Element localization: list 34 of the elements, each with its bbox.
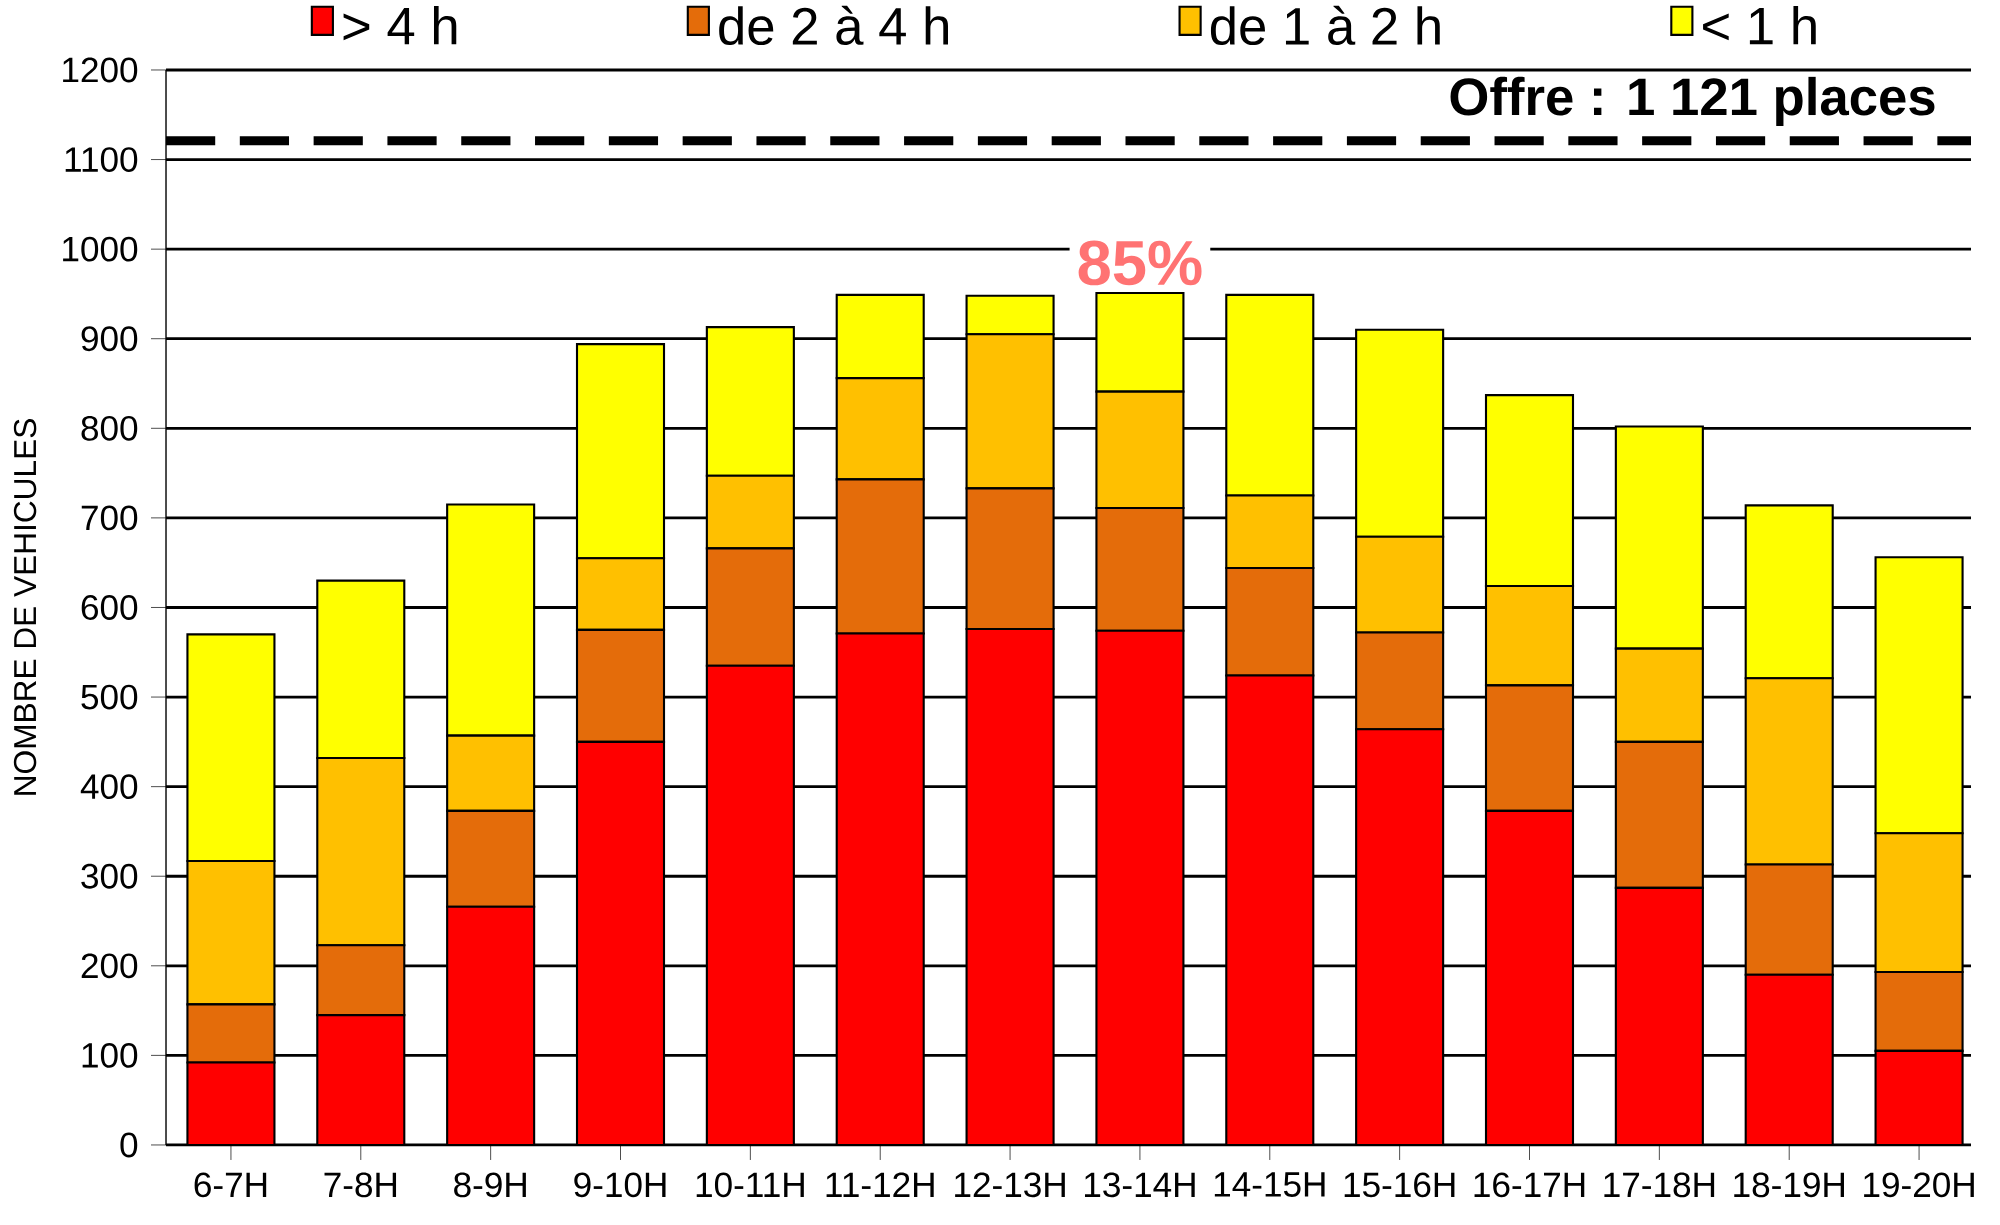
- legend-label: > 4 h: [343, 6, 457, 45]
- y-tick-label: 900: [81, 326, 138, 352]
- x-tick-label: 11-12H: [826, 1172, 934, 1197]
- x-tick-label: 7-8H: [324, 1172, 397, 1198]
- x-tick-label: 12-13H: [955, 1172, 1065, 1198]
- y-tick-label: 800: [81, 415, 138, 441]
- x-tick-label: 9-10H: [574, 1172, 666, 1198]
- y-tick-label: 1000: [63, 236, 138, 262]
- legend-label: de 1 à 2 h: [1210, 5, 1440, 46]
- x-tick-label: 8-9H: [454, 1172, 526, 1198]
- x-tick-label: 16-17H: [1474, 1172, 1585, 1198]
- y-tick-label: 0: [120, 1132, 138, 1158]
- legend-label: < 1 h: [1703, 6, 1816, 45]
- y-tick-label: 100: [82, 1042, 138, 1068]
- y-tick-label: 500: [81, 684, 138, 710]
- y-tick-label: 200: [81, 953, 138, 979]
- x-tick-label: 14-15H: [1214, 1172, 1325, 1197]
- y-tick-label: 1200: [63, 57, 138, 83]
- y-tick-label: 1100: [65, 147, 138, 172]
- x-tick-label: 18-19H: [1734, 1172, 1844, 1198]
- y-tick-label: 700: [81, 505, 138, 531]
- legend-label: de 2 à 4 h: [719, 5, 948, 46]
- x-tick-label: 6-7H: [194, 1172, 267, 1198]
- y-axis-title: NOMBRE DE VEHICULES: [13, 419, 37, 795]
- x-tick-label: 19-20H: [1864, 1172, 1974, 1198]
- y-tick-label: 600: [81, 595, 138, 620]
- x-tick-label: 13-14H: [1085, 1172, 1195, 1198]
- ref-line-label: Offre : 1 121 places: [1450, 76, 1935, 126]
- y-tick-label: 300: [81, 863, 138, 889]
- annotation: 85%: [1078, 240, 1202, 286]
- y-tick-label: 400: [80, 774, 138, 800]
- x-tick-label: 15-16H: [1344, 1172, 1455, 1198]
- x-tick-label: 17-18H: [1604, 1172, 1715, 1198]
- x-tick-label: 10-11H: [696, 1172, 804, 1198]
